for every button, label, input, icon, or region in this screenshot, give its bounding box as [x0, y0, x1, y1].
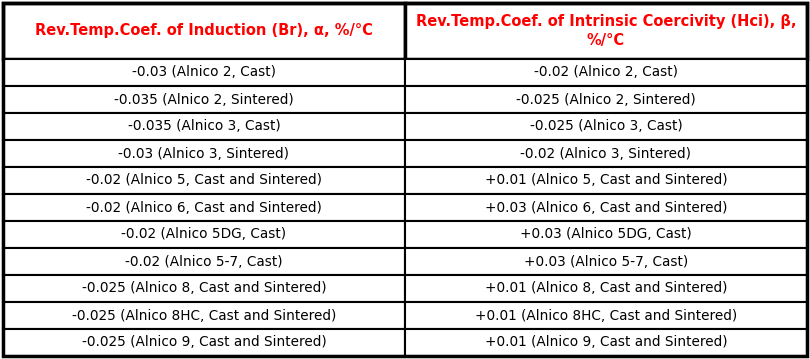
Text: -0.025 (Alnico 8HC, Cast and Sintered): -0.025 (Alnico 8HC, Cast and Sintered): [72, 308, 336, 322]
Text: -0.03 (Alnico 2, Cast): -0.03 (Alnico 2, Cast): [132, 65, 276, 79]
Text: -0.025 (Alnico 2, Sintered): -0.025 (Alnico 2, Sintered): [516, 93, 696, 107]
Text: -0.02 (Alnico 5DG, Cast): -0.02 (Alnico 5DG, Cast): [122, 228, 287, 242]
Text: -0.035 (Alnico 3, Cast): -0.035 (Alnico 3, Cast): [128, 120, 280, 134]
Text: +0.01 (Alnico 9, Cast and Sintered): +0.01 (Alnico 9, Cast and Sintered): [484, 336, 727, 350]
Bar: [405, 275, 807, 302]
Bar: [3, 329, 405, 356]
Bar: [3, 3, 405, 59]
Text: Rev.Temp.Coef. of Induction (Br), α, %/°C: Rev.Temp.Coef. of Induction (Br), α, %/°…: [35, 23, 373, 38]
Bar: [3, 86, 405, 113]
Bar: [405, 221, 807, 248]
Bar: [3, 167, 405, 194]
Text: +0.03 (Alnico 6, Cast and Sintered): +0.03 (Alnico 6, Cast and Sintered): [484, 200, 727, 214]
Text: +0.01 (Alnico 5, Cast and Sintered): +0.01 (Alnico 5, Cast and Sintered): [484, 173, 727, 187]
Text: -0.02 (Alnico 6, Cast and Sintered): -0.02 (Alnico 6, Cast and Sintered): [86, 200, 322, 214]
Bar: [405, 140, 807, 167]
Bar: [3, 248, 405, 275]
Bar: [3, 140, 405, 167]
Text: -0.02 (Alnico 3, Sintered): -0.02 (Alnico 3, Sintered): [521, 146, 692, 160]
Text: -0.025 (Alnico 8, Cast and Sintered): -0.025 (Alnico 8, Cast and Sintered): [82, 281, 326, 295]
Bar: [405, 302, 807, 329]
Text: -0.02 (Alnico 5-7, Cast): -0.02 (Alnico 5-7, Cast): [126, 255, 283, 269]
Bar: [405, 59, 807, 86]
Bar: [405, 167, 807, 194]
Text: +0.03 (Alnico 5DG, Cast): +0.03 (Alnico 5DG, Cast): [520, 228, 692, 242]
Bar: [3, 59, 405, 86]
Bar: [3, 194, 405, 221]
Bar: [3, 221, 405, 248]
Text: -0.02 (Alnico 5, Cast and Sintered): -0.02 (Alnico 5, Cast and Sintered): [86, 173, 322, 187]
Text: -0.03 (Alnico 3, Sintered): -0.03 (Alnico 3, Sintered): [118, 146, 289, 160]
Bar: [405, 329, 807, 356]
Text: -0.025 (Alnico 9, Cast and Sintered): -0.025 (Alnico 9, Cast and Sintered): [82, 336, 326, 350]
Bar: [405, 86, 807, 113]
Text: Rev.Temp.Coef. of Intrinsic Coercivity (Hci), β,
%/°C: Rev.Temp.Coef. of Intrinsic Coercivity (…: [416, 14, 796, 48]
Text: +0.01 (Alnico 8, Cast and Sintered): +0.01 (Alnico 8, Cast and Sintered): [484, 281, 727, 295]
Text: -0.02 (Alnico 2, Cast): -0.02 (Alnico 2, Cast): [534, 65, 678, 79]
Text: -0.025 (Alnico 3, Cast): -0.025 (Alnico 3, Cast): [530, 120, 682, 134]
Bar: [405, 248, 807, 275]
Text: +0.01 (Alnico 8HC, Cast and Sintered): +0.01 (Alnico 8HC, Cast and Sintered): [475, 308, 737, 322]
Bar: [3, 302, 405, 329]
Bar: [405, 194, 807, 221]
Bar: [3, 113, 405, 140]
Bar: [405, 113, 807, 140]
Bar: [405, 3, 807, 59]
Text: -0.035 (Alnico 2, Sintered): -0.035 (Alnico 2, Sintered): [114, 93, 294, 107]
Text: +0.03 (Alnico 5-7, Cast): +0.03 (Alnico 5-7, Cast): [524, 255, 688, 269]
Bar: [3, 275, 405, 302]
